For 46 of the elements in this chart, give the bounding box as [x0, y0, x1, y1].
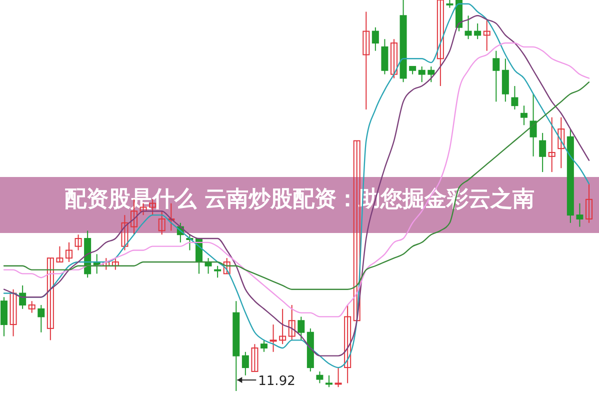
candlestick	[548, 116, 556, 173]
candlestick	[0, 296, 8, 337]
candlestick	[279, 308, 286, 345]
candlestick	[344, 304, 352, 384]
candlestick	[260, 340, 268, 352]
candlestick	[121, 214, 128, 251]
candlestick	[520, 105, 528, 126]
candlestick	[102, 258, 110, 270]
candlestick	[530, 93, 537, 157]
candlestick	[502, 58, 509, 102]
candlestick	[214, 265, 222, 278]
candlestick	[474, 22, 482, 40]
candlestick	[483, 19, 490, 52]
candlestick	[418, 66, 426, 83]
candlestick	[558, 116, 565, 169]
annotation: 11.92	[258, 374, 296, 389]
candlestick	[539, 132, 546, 173]
candlestick	[288, 304, 296, 341]
candlestick	[586, 183, 592, 224]
candlestick	[316, 370, 324, 384]
candlestick	[158, 210, 166, 236]
candlestick	[326, 374, 332, 388]
candlestick	[112, 258, 119, 270]
candlestick	[28, 300, 36, 314]
candlestick	[428, 66, 435, 83]
candlestick	[270, 324, 277, 352]
candlestick	[46, 258, 54, 341]
candlestick	[223, 258, 230, 274]
candlestick	[242, 351, 249, 376]
candlestick	[334, 367, 342, 388]
candlestick	[38, 304, 45, 333]
candlestick	[511, 86, 518, 110]
candlestick	[390, 38, 398, 79]
candlestick	[251, 344, 258, 372]
candlestick	[464, 15, 472, 40]
candlestick	[66, 242, 72, 262]
candlestick	[381, 38, 388, 75]
candlestick	[56, 246, 64, 262]
candlestick	[298, 316, 305, 341]
candlestick	[372, 26, 379, 52]
candlestick	[362, 11, 370, 110]
candlestick	[436, 0, 444, 87]
candlestick	[74, 234, 82, 251]
candlestick	[492, 50, 500, 102]
candlestick	[10, 288, 17, 337]
candlestick	[576, 202, 584, 228]
